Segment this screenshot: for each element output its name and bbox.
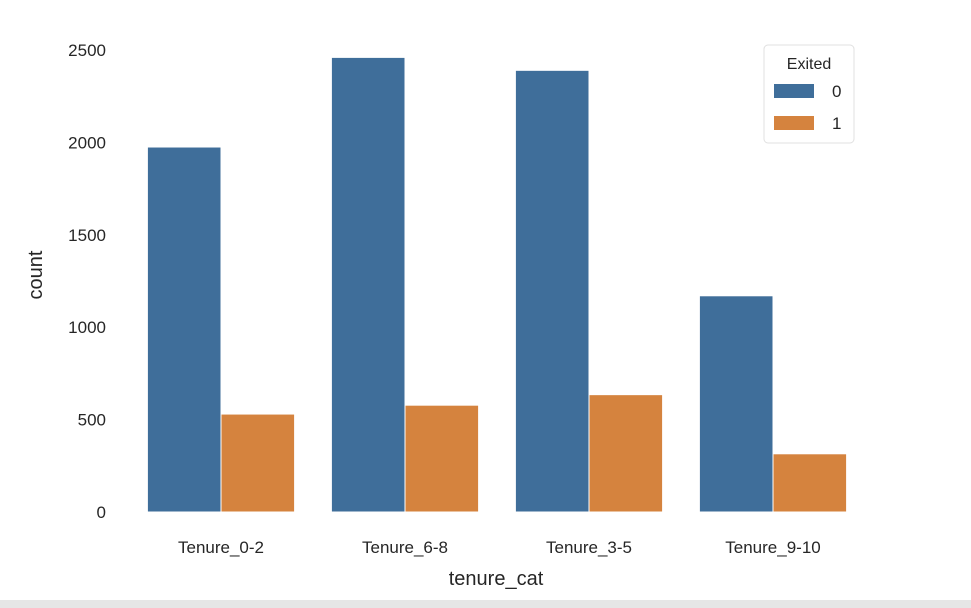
legend-swatch bbox=[774, 116, 814, 130]
legend-label: 1 bbox=[832, 114, 841, 133]
legend-swatch bbox=[774, 84, 814, 98]
legend-title: Exited bbox=[787, 56, 831, 73]
x-tick-label: Tenure_3-5 bbox=[546, 538, 632, 557]
bar-tenure-9-10-exited-1 bbox=[772, 453, 848, 513]
y-tick-label: 1000 bbox=[68, 318, 106, 337]
bottom-scrollbar-strip bbox=[0, 600, 971, 608]
bar-tenure-6-8-exited-0 bbox=[330, 56, 406, 513]
x-axis-label: tenure_cat bbox=[449, 568, 544, 590]
x-tick-label: Tenure_9-10 bbox=[725, 538, 820, 557]
x-tick-label: Tenure_0-2 bbox=[178, 538, 264, 557]
bar-tenure-3-5-exited-1 bbox=[588, 394, 664, 513]
y-tick-label: 2500 bbox=[68, 41, 106, 60]
x-tick-labels: Tenure_0-2 Tenure_6-8 Tenure_3-5 Tenure_9-1… bbox=[178, 538, 821, 557]
bars-group bbox=[146, 56, 848, 513]
y-tick-label: 1500 bbox=[68, 226, 106, 245]
legend: Exited 0 1 bbox=[763, 44, 855, 144]
y-tick-label: 0 bbox=[97, 503, 106, 522]
x-tick-label: Tenure_6-8 bbox=[362, 538, 448, 557]
y-tick-label: 2000 bbox=[68, 133, 106, 152]
bar-tenure-9-10-exited-0 bbox=[698, 295, 774, 513]
bar-tenure-6-8-exited-1 bbox=[404, 404, 480, 513]
bar-tenure-0-2-exited-1 bbox=[220, 413, 296, 513]
bar-tenure-0-2-exited-0 bbox=[146, 146, 222, 513]
y-tick-label: 500 bbox=[78, 411, 106, 430]
legend-label: 0 bbox=[832, 82, 841, 101]
y-tick-labels: 0 500 1000 1500 2000 2500 bbox=[68, 41, 106, 522]
y-axis-label: count bbox=[25, 250, 47, 299]
bar-tenure-3-5-exited-0 bbox=[514, 69, 590, 513]
